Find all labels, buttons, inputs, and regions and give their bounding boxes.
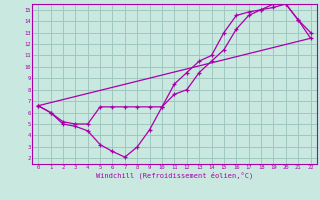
X-axis label: Windchill (Refroidissement éolien,°C): Windchill (Refroidissement éolien,°C) — [96, 172, 253, 179]
